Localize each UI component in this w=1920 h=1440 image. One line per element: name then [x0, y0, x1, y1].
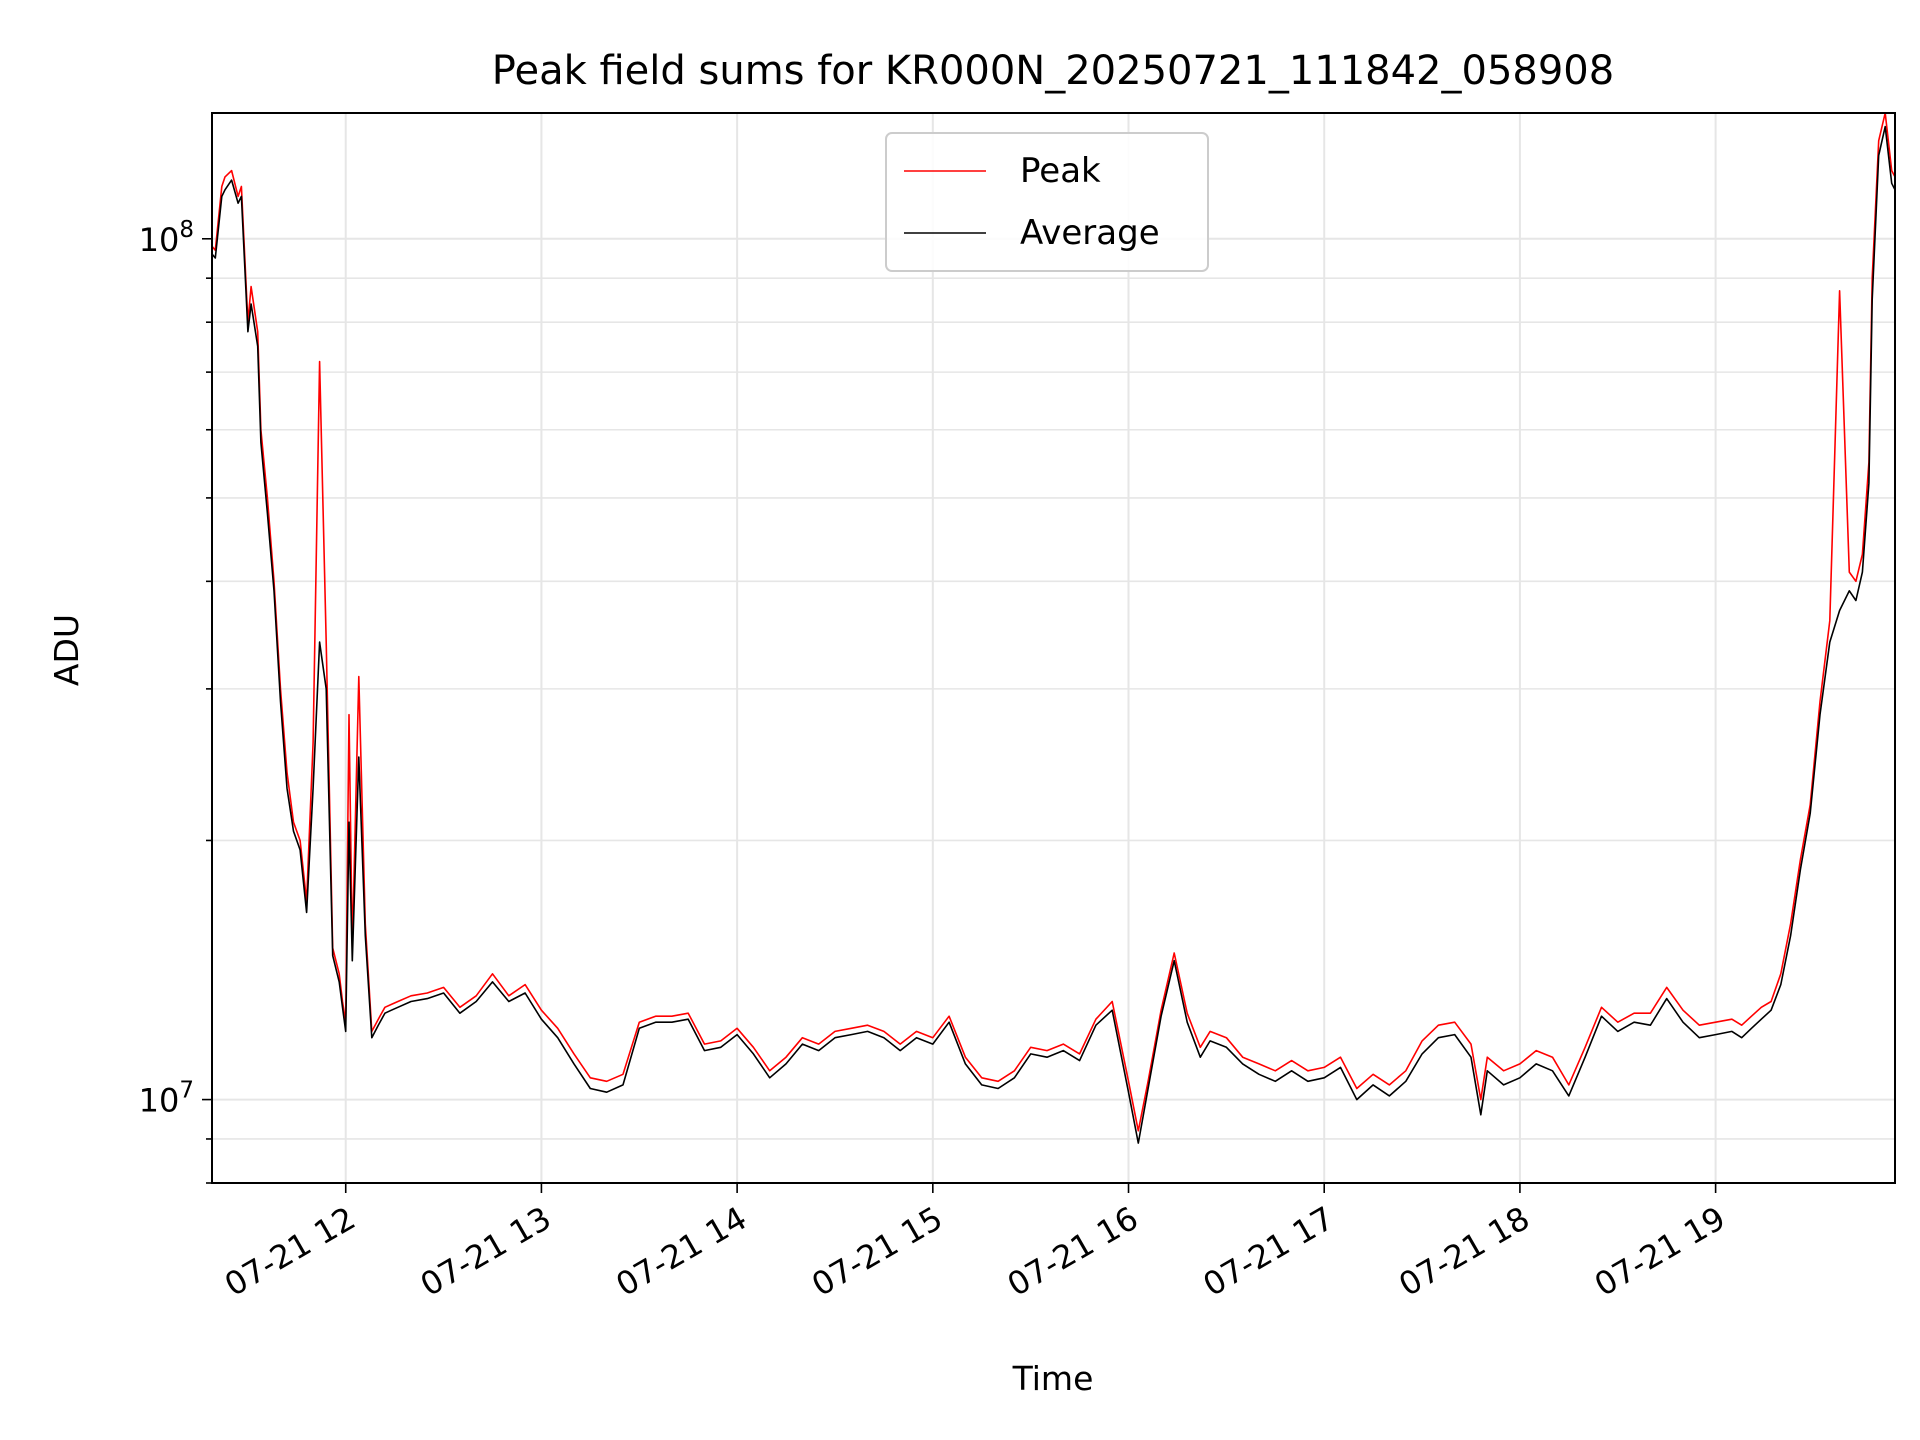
legend: Peak Average [885, 132, 1209, 272]
x-tick-label: 07-21 19 [1588, 1199, 1732, 1304]
series-line-peak [211, 112, 1896, 1132]
x-tick-label: 07-21 15 [805, 1199, 949, 1304]
y-tick-label: 107 [139, 1078, 194, 1120]
legend-box [885, 132, 1209, 272]
plot-frame [211, 112, 1896, 1184]
x-tick-label: 07-21 17 [1197, 1199, 1341, 1304]
y-tick-label-exponent: 8 [179, 217, 194, 243]
legend-label-peak: Peak [1020, 151, 1101, 191]
series-line-average [211, 125, 1896, 1144]
x-tick-label: 07-21 16 [1001, 1199, 1145, 1304]
plot-lines [211, 112, 1896, 1144]
y-tick-label-base: 10 [139, 1082, 180, 1120]
x-tick-label: 07-21 18 [1392, 1199, 1536, 1304]
x-tick-label: 07-21 14 [610, 1199, 754, 1304]
x-axis-label: Time [1012, 1359, 1094, 1398]
chart-title: Peak field sums for KR000N_20250721_1118… [492, 48, 1614, 94]
x-tick-label: 07-21 12 [218, 1199, 362, 1304]
y-tick-label-exponent: 7 [179, 1078, 194, 1104]
x-axis-ticks: 07-21 12 07-21 13 07-21 14 07-21 15 07-21 16… [218, 1183, 1732, 1304]
grid-lines [212, 113, 1895, 1184]
y-tick-label-base: 10 [139, 221, 180, 259]
legend-label-average: Average [1020, 213, 1160, 253]
y-axis-label: ADU [47, 614, 86, 686]
y-tick-label: 108 [139, 217, 194, 259]
x-tick-label: 07-21 13 [414, 1199, 558, 1304]
